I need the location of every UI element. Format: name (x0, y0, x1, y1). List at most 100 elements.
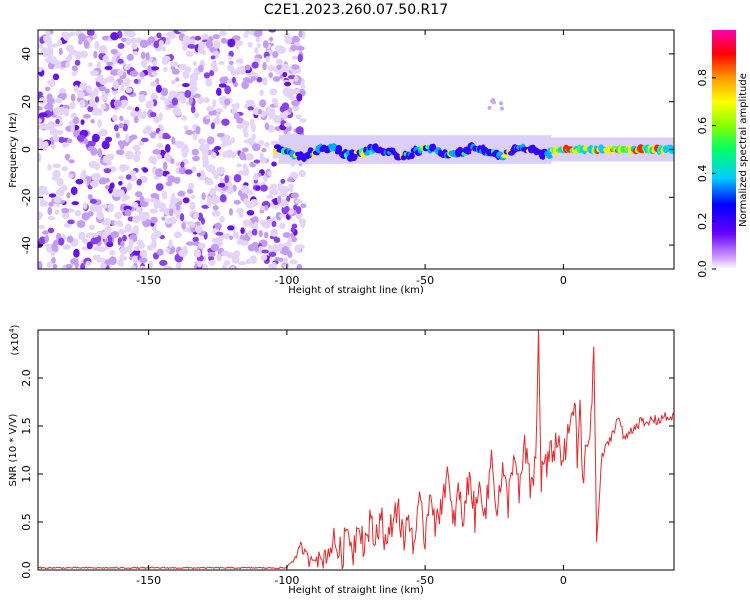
noise-speckle (272, 188, 279, 196)
noise-speckle (227, 38, 236, 48)
noise-speckle (190, 194, 196, 199)
top-y-axis: -40 -20 0 20 40 (20, 47, 674, 254)
noise-speckle (100, 103, 107, 110)
noise-speckle (296, 93, 303, 102)
noise-speckle (139, 39, 149, 49)
signal-cell (546, 154, 553, 159)
noise-speckle (72, 116, 80, 125)
noise-speckle (63, 223, 72, 228)
noise-speckle (231, 255, 240, 264)
noise-speckle (210, 122, 215, 130)
noise-speckle (241, 81, 250, 90)
noise-speckle (65, 263, 73, 269)
noise-speckle (229, 235, 234, 241)
noise-speckle (296, 263, 303, 269)
noise-speckle (58, 237, 65, 246)
noise-speckle (45, 57, 52, 64)
y-tick-label: -20 (20, 188, 33, 206)
noise-speckle (38, 261, 43, 269)
noise-speckle (167, 104, 176, 109)
noise-speckle (262, 76, 268, 86)
noise-speckle (231, 106, 238, 115)
noise-speckle (58, 88, 67, 94)
noise-speckle (125, 133, 130, 143)
noise-speckle (216, 132, 226, 138)
noise-speckle (124, 208, 132, 217)
noise-speckle (153, 40, 160, 49)
noise-speckle (69, 31, 76, 37)
noise-speckle (193, 60, 198, 67)
colorbar-gradient (712, 30, 736, 269)
noise-speckle (219, 194, 227, 203)
noise-speckle (243, 198, 249, 205)
noise-speckle (124, 64, 131, 71)
noise-speckle (245, 64, 251, 71)
noise-speckle (118, 180, 123, 186)
band-halo (493, 135, 497, 164)
noise-speckle (86, 241, 93, 250)
noise-speckle (232, 231, 239, 238)
noise-speckle (218, 83, 227, 88)
noise-speckle (48, 201, 54, 207)
noise-speckle (224, 175, 229, 184)
noise-speckle (279, 222, 286, 230)
noise-speckle (215, 112, 220, 118)
y-tick-label: 0 (20, 146, 33, 153)
noise-speckle (134, 191, 143, 198)
noise-speckle (94, 40, 100, 50)
noise-speckle (117, 58, 124, 64)
noise-speckle (233, 199, 241, 205)
noise-speckle (120, 240, 125, 247)
noise-speckle (90, 232, 99, 238)
band-halo (302, 135, 306, 164)
noise-speckle (259, 205, 266, 211)
noise-speckle (203, 143, 210, 151)
noise-speckle (295, 126, 304, 135)
noise-speckle (47, 163, 52, 171)
noise-speckle (163, 265, 173, 269)
noise-speckle (265, 55, 270, 63)
band-halo (495, 135, 499, 164)
noise-speckle (282, 71, 288, 78)
noise-speckle (253, 221, 258, 230)
noise-speckle (139, 241, 145, 249)
noise-speckle (236, 238, 244, 246)
noise-speckle (230, 265, 235, 269)
noise-speckle (131, 255, 140, 263)
noise-speckle (218, 60, 225, 65)
noise-speckle (145, 52, 150, 61)
noise-speckle (93, 50, 98, 59)
noise-speckle (122, 165, 130, 171)
colorbar-tick-label: 0.0 (696, 260, 709, 278)
noise-speckle (83, 40, 90, 49)
noise-speckle (211, 200, 217, 206)
noise-speckle (185, 241, 195, 246)
x-tick-label: 0 (560, 574, 567, 587)
band-halo (406, 135, 410, 164)
noise-speckle (106, 76, 115, 83)
noise-speckle (211, 210, 221, 217)
noise-speckle (70, 186, 78, 196)
band-halo (453, 135, 457, 164)
noise-speckle (297, 54, 303, 63)
noise-speckle (70, 124, 75, 133)
noise-speckle (261, 147, 267, 153)
noise-speckle (89, 198, 97, 204)
weak-echo (487, 105, 492, 110)
noise-speckle (162, 46, 167, 52)
noise-speckle (213, 39, 221, 49)
noise-speckle (101, 231, 108, 240)
noise-speckle (267, 64, 276, 72)
band-halo (504, 135, 508, 164)
noise-speckle (181, 115, 188, 121)
noise-speckle (148, 197, 158, 203)
noise-speckle (219, 215, 225, 223)
noise-speckle (174, 140, 180, 147)
noise-speckle (191, 87, 196, 96)
noise-speckle (162, 55, 171, 62)
noise-speckle (152, 60, 157, 67)
noise-speckle (288, 95, 295, 101)
noise-speckle (97, 246, 102, 252)
noise-speckle (263, 204, 269, 211)
colorbar-tick-label: 0.8 (696, 69, 709, 87)
